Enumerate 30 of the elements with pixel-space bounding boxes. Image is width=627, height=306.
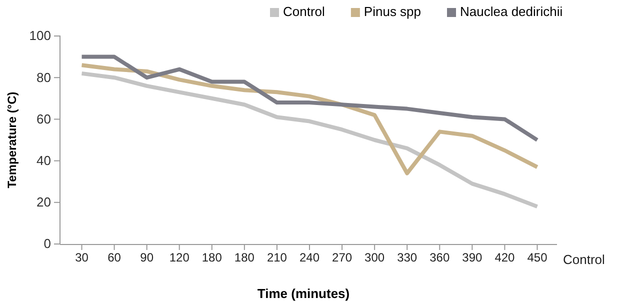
- x-tick-label: 360: [430, 250, 450, 265]
- x-tick-label: 60: [108, 250, 122, 265]
- legend-label: Pinus spp: [364, 4, 422, 19]
- x-tick-label: 390: [462, 250, 483, 265]
- x-tick-label: 180: [234, 250, 255, 265]
- x-tick-label: 210: [266, 250, 288, 265]
- x-tick-label: 450: [527, 250, 548, 265]
- text: Control: [563, 252, 606, 267]
- x-tick-label: 270: [332, 250, 352, 265]
- x-tick-label: 30: [75, 250, 89, 265]
- x-tick-label: 240: [299, 250, 320, 265]
- y-tick-label: 20: [36, 194, 51, 210]
- legend-label: Control: [283, 4, 326, 19]
- legend-label: Nauclea dedirichii: [460, 4, 563, 19]
- y-tick-label: 0: [44, 236, 51, 252]
- line-series: [80, 71, 540, 209]
- y-axis-title: Temperature (°C): [5, 92, 19, 188]
- line-series: [80, 54, 540, 142]
- x-tick-label: 420: [494, 250, 516, 265]
- y-tick-label: 80: [36, 70, 51, 85]
- y-tick-label: 40: [36, 152, 51, 168]
- y-tick-label: 60: [36, 111, 51, 126]
- line-series: [80, 63, 540, 176]
- x-tick-label: 300: [364, 250, 385, 265]
- x-tick-label: 180: [202, 250, 222, 265]
- x-axis-title: Time (minutes): [257, 286, 350, 301]
- x-tick-label: 330: [397, 250, 418, 265]
- x-tick-label: 90: [140, 250, 154, 265]
- y-tick-label: 100: [29, 28, 51, 44]
- x-tick-label: 120: [169, 250, 190, 265]
